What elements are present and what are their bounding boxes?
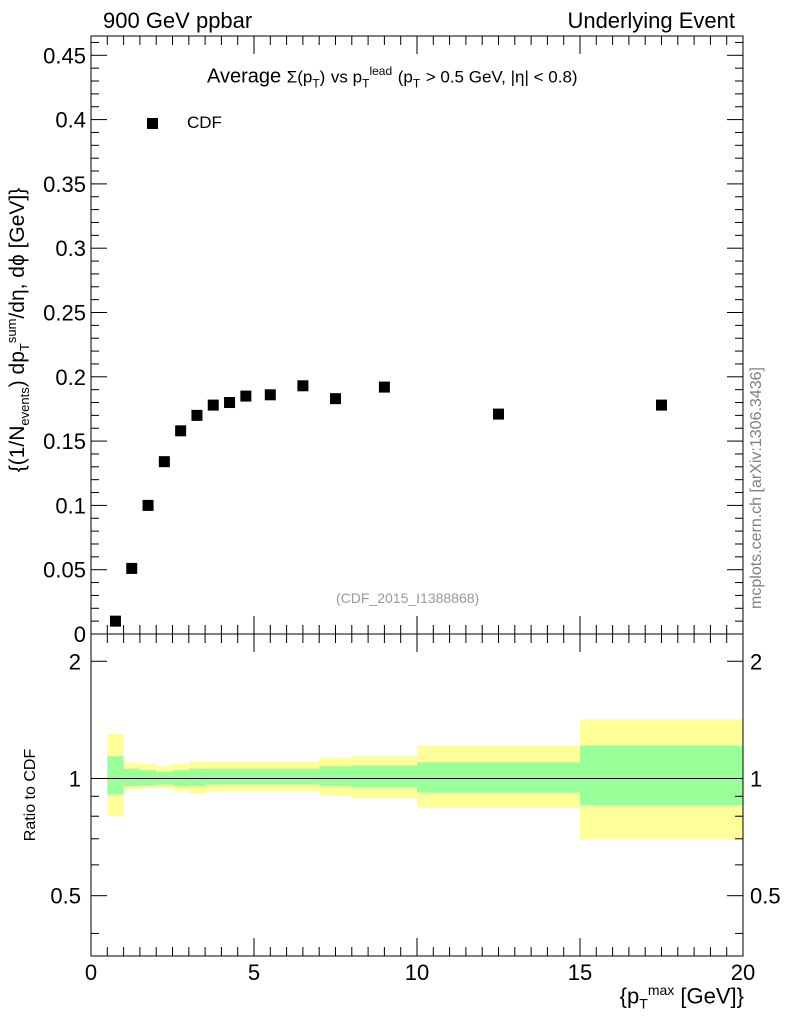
cdf-data-point <box>191 409 203 421</box>
ratio-band-inner-9 <box>351 765 417 788</box>
ylabel-part1-sub: events <box>17 387 33 426</box>
main-ytick-label: 0.4 <box>55 108 86 133</box>
main-ytick-label: 0.45 <box>43 43 86 68</box>
ylabel-part2: ) dp <box>6 351 29 388</box>
ratio-xtick-label: 5 <box>248 960 260 985</box>
main-y-axis-label: {(1/Nevents) dpTsum/dη, dϕ [GeV]} <box>4 188 32 473</box>
ratio-band-inner-2 <box>139 770 157 786</box>
ratio-xtick-label: 0 <box>85 960 97 985</box>
cdf-data-point <box>330 393 341 405</box>
cdf-data-point <box>493 408 504 420</box>
title-sigma: Σ(p <box>286 67 313 87</box>
xlabel-sub: T <box>639 995 648 1012</box>
title-main: Average <box>207 65 282 88</box>
title-cut-open: (p <box>397 67 413 87</box>
ratio-xtick-label: 10 <box>405 960 429 985</box>
process-label: Underlying Event <box>567 8 735 33</box>
ratio-ytick-label-left: 0.5 <box>50 884 81 909</box>
ratio-band-inner-5 <box>188 768 206 787</box>
xlabel-close: [GeV]} <box>680 983 744 1009</box>
xlabel-sup: max <box>647 982 675 998</box>
ratio-ytick-label-right: 1 <box>750 766 762 791</box>
ratio-xtick-label: 20 <box>731 960 755 985</box>
title-vs-sub: T <box>362 76 370 91</box>
ratio-ytick-label-right: 2 <box>750 649 762 674</box>
ratio-ytick-label-left: 1 <box>69 766 81 791</box>
ratio-band-inner-10 <box>417 762 580 793</box>
main-ytick-label: 0 <box>74 622 86 647</box>
ratio-band-inner-7 <box>254 768 320 785</box>
plot-title: Average Σ(pT) vs pTlead (pT > 0.5 GeV, |… <box>207 64 578 91</box>
xlabel-open: {p <box>619 983 640 1009</box>
main-ytick-label: 0.2 <box>55 365 86 390</box>
cdf-data-point <box>378 381 390 393</box>
title-cut-rest: > 0.5 GeV, |η| < 0.8) <box>425 67 578 87</box>
analysis-tag: (CDF_2015_I1388868) <box>336 590 480 606</box>
ylabel-part2-sub: T <box>17 343 33 352</box>
cdf-data-point <box>126 562 138 574</box>
ylabel-part2-sup: sum <box>4 318 19 344</box>
ratio-band-inner-1 <box>123 768 140 787</box>
legend-label: CDF <box>187 113 222 132</box>
cdf-data-point <box>175 425 187 437</box>
source-note: mcplots.cern.ch [arXiv:1306.3436] <box>748 367 765 609</box>
title-vs: vs p <box>330 67 363 87</box>
main-ytick-label: 0.05 <box>43 558 86 583</box>
main-ytick-label: 0.35 <box>43 172 86 197</box>
ylabel-part3: /dη, dϕ [GeV]} <box>6 187 29 319</box>
legend-marker-square <box>147 118 158 129</box>
title-sigma-sub: T <box>312 76 320 91</box>
ratio-ytick-label-left: 2 <box>69 649 81 674</box>
main-ytick-label: 0.25 <box>43 300 86 325</box>
cdf-data-point <box>109 615 121 627</box>
ratio-axis-ticks: 0 5 10 15 20 0.5 0.5 1 1 2 2 <box>50 634 781 985</box>
cdf-data-point <box>142 499 154 511</box>
ratio-xtick-label: 15 <box>568 960 592 985</box>
ylabel-part1: {(1/N <box>6 425 29 473</box>
cdf-data-point <box>264 389 276 401</box>
collision-label: 900 GeV ppbar <box>103 8 253 33</box>
ratio-band-inner-6 <box>205 768 254 785</box>
title-sigma-close: ) <box>319 67 326 87</box>
x-axis-label: {pTmax [GeV]} <box>620 982 744 1012</box>
ratio-band-inner-0 <box>107 756 124 795</box>
main-ytick-label: 0.1 <box>55 493 86 518</box>
main-ytick-label: 0.3 <box>55 236 86 261</box>
cdf-data-point <box>158 456 170 468</box>
cdf-data-point <box>240 390 252 402</box>
ratio-ytick-label-right: 0.5 <box>750 884 781 909</box>
ratio-band-inner-11 <box>580 745 743 805</box>
cdf-data-point <box>224 397 236 409</box>
main-ytick-label: 0.15 <box>43 429 86 454</box>
cdf-data-point <box>297 380 309 392</box>
cdf-data-point <box>656 399 667 411</box>
title-cut-sub: T <box>412 76 421 91</box>
ratio-uncertainty-bands <box>107 719 743 839</box>
cdf-data-markers <box>109 380 667 627</box>
main-axis-ticks: 0 0.05 0.1 0.15 0.2 0.25 0.3 0.35 0.4 0.45 <box>43 36 744 647</box>
cdf-data-point <box>207 399 219 411</box>
ratio-y-axis-label: Ratio to CDF <box>22 748 39 842</box>
ratio-band-inner-8 <box>319 766 352 787</box>
title-vs-sup: lead <box>369 64 393 78</box>
